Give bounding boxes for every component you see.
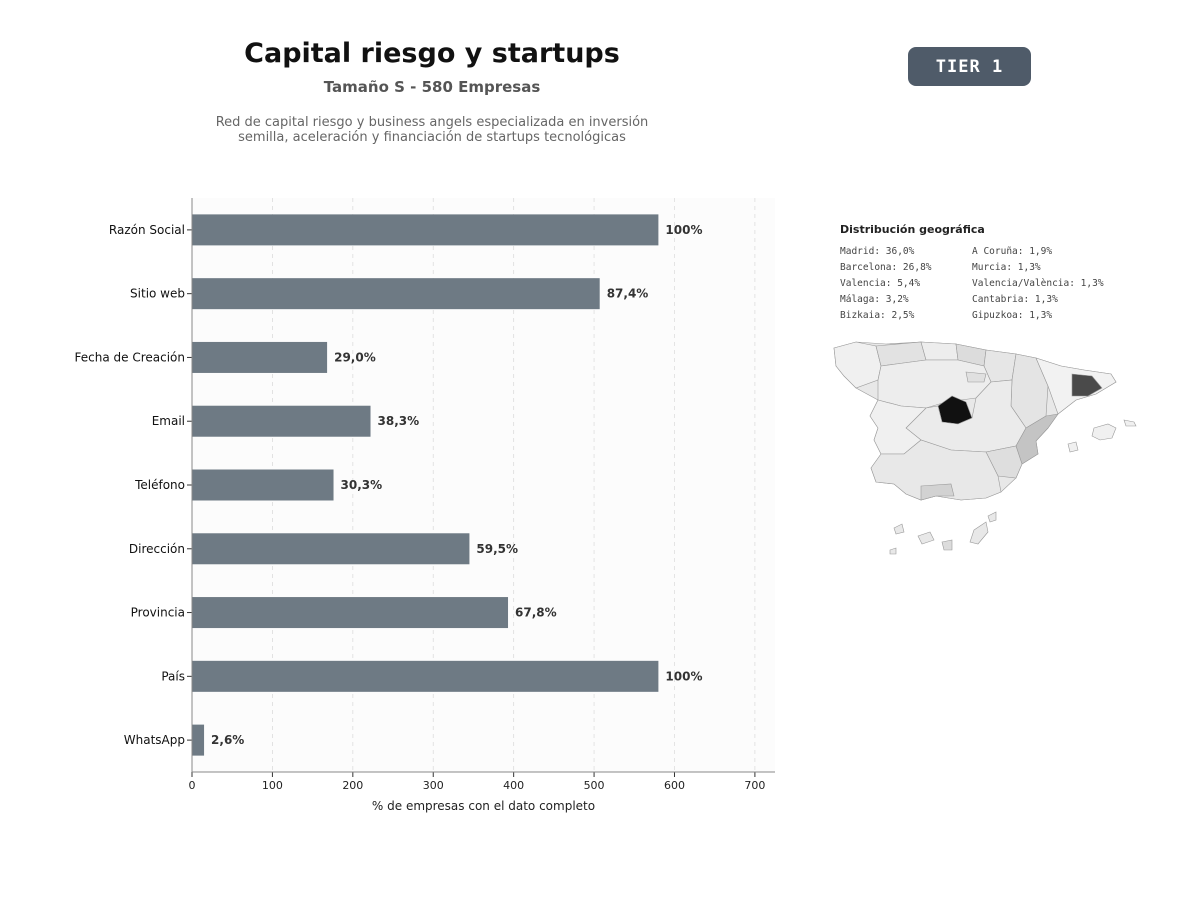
description-line-2: semilla, aceleración y financiación de s… [238, 130, 626, 145]
geo-item: Gipuzkoa: 1,3% [972, 310, 1053, 321]
map-canary-2 [917, 531, 935, 545]
geo-item: Murcia: 1,3% [972, 262, 1041, 273]
page-subtitle: Tamaño S - 580 Empresas [323, 78, 541, 96]
geo-item: Valencia/València: 1,3% [972, 278, 1104, 289]
map-region-cantabria [920, 341, 959, 361]
page-description: Red de capital riesgo y business angels … [182, 115, 682, 145]
map-balearic-mallorca [1091, 423, 1117, 441]
map-region-malaga [920, 483, 955, 501]
x-tick-label: 100 [262, 779, 283, 792]
geo-distribution-title: Distribución geográfica [840, 223, 985, 236]
x-tick-label: 700 [744, 779, 765, 792]
tier-badge: TIER 1 [908, 47, 1031, 86]
geo-item: Barcelona: 26,8% [840, 262, 932, 273]
geo-item: Málaga: 3,2% [840, 294, 909, 305]
bar [192, 724, 205, 756]
map-region-andalucia [870, 439, 1002, 501]
spain-map [833, 341, 1137, 555]
x-tick-label: 300 [423, 779, 444, 792]
geo-item: Cantabria: 1,3% [972, 294, 1058, 305]
bar-chart: 0 100 200 300 400 500 600 700 Razón Social 100% Si… [75, 198, 775, 813]
data-label: 100% [665, 669, 702, 683]
x-tick-label: 0 [189, 779, 196, 792]
bar [192, 660, 659, 692]
map-canary-5 [987, 511, 997, 523]
geo-item: Bizkaia: 2,5% [840, 310, 915, 321]
geo-item: Madrid: 36,0% [840, 246, 915, 257]
y-tick-label: Sitio web [130, 287, 185, 301]
data-label: 29,0% [334, 350, 376, 364]
y-tick-label: Teléfono [134, 478, 185, 492]
y-tick-label: Fecha de Creación [75, 350, 185, 364]
geo-item: Valencia: 5,4% [840, 278, 921, 289]
map-region-galicia [833, 341, 882, 389]
x-tick-label: 500 [584, 779, 605, 792]
geo-distribution-list: Madrid: 36,0% Barcelona: 26,8% Valencia: 5… [840, 246, 1140, 330]
map-canary-3 [941, 539, 953, 551]
map-balearic-ibiza [1067, 441, 1079, 453]
bar [192, 405, 371, 437]
y-tick-label: Email [152, 414, 185, 428]
data-label: 100% [665, 223, 702, 237]
data-label: 59,5% [476, 542, 518, 556]
bar [192, 214, 659, 246]
bar [192, 469, 334, 501]
description-line-1: Red de capital riesgo y business angels … [215, 115, 649, 130]
map-balearic-menorca [1123, 419, 1137, 427]
data-label: 30,3% [341, 478, 383, 492]
bar [192, 597, 509, 629]
x-tick-label: 200 [342, 779, 363, 792]
map-canary-6 [889, 547, 897, 555]
page-title: Capital riesgo y startups [244, 38, 620, 69]
y-tick-label: País [161, 669, 185, 683]
map-canary-4 [969, 521, 989, 545]
data-label: 87,4% [607, 287, 649, 301]
map-canary-1 [893, 523, 905, 535]
bar [192, 533, 470, 565]
x-tick-label: 400 [503, 779, 524, 792]
x-tick-label: 600 [664, 779, 685, 792]
x-axis-label: % de empresas con el dato completo [372, 799, 595, 813]
data-label: 38,3% [378, 414, 420, 428]
geo-item: A Coruña: 1,9% [972, 246, 1053, 257]
map-region-la-rioja [965, 371, 987, 383]
y-tick-label: Provincia [131, 606, 185, 620]
y-tick-label: Dirección [129, 542, 185, 556]
bar [192, 278, 600, 310]
data-label: 2,6% [211, 733, 244, 747]
y-tick-label: Razón Social [109, 223, 185, 237]
map-region-barcelona [1071, 373, 1103, 397]
y-tick-label: WhatsApp [124, 733, 185, 747]
data-label: 67,8% [515, 606, 557, 620]
bar [192, 341, 328, 373]
